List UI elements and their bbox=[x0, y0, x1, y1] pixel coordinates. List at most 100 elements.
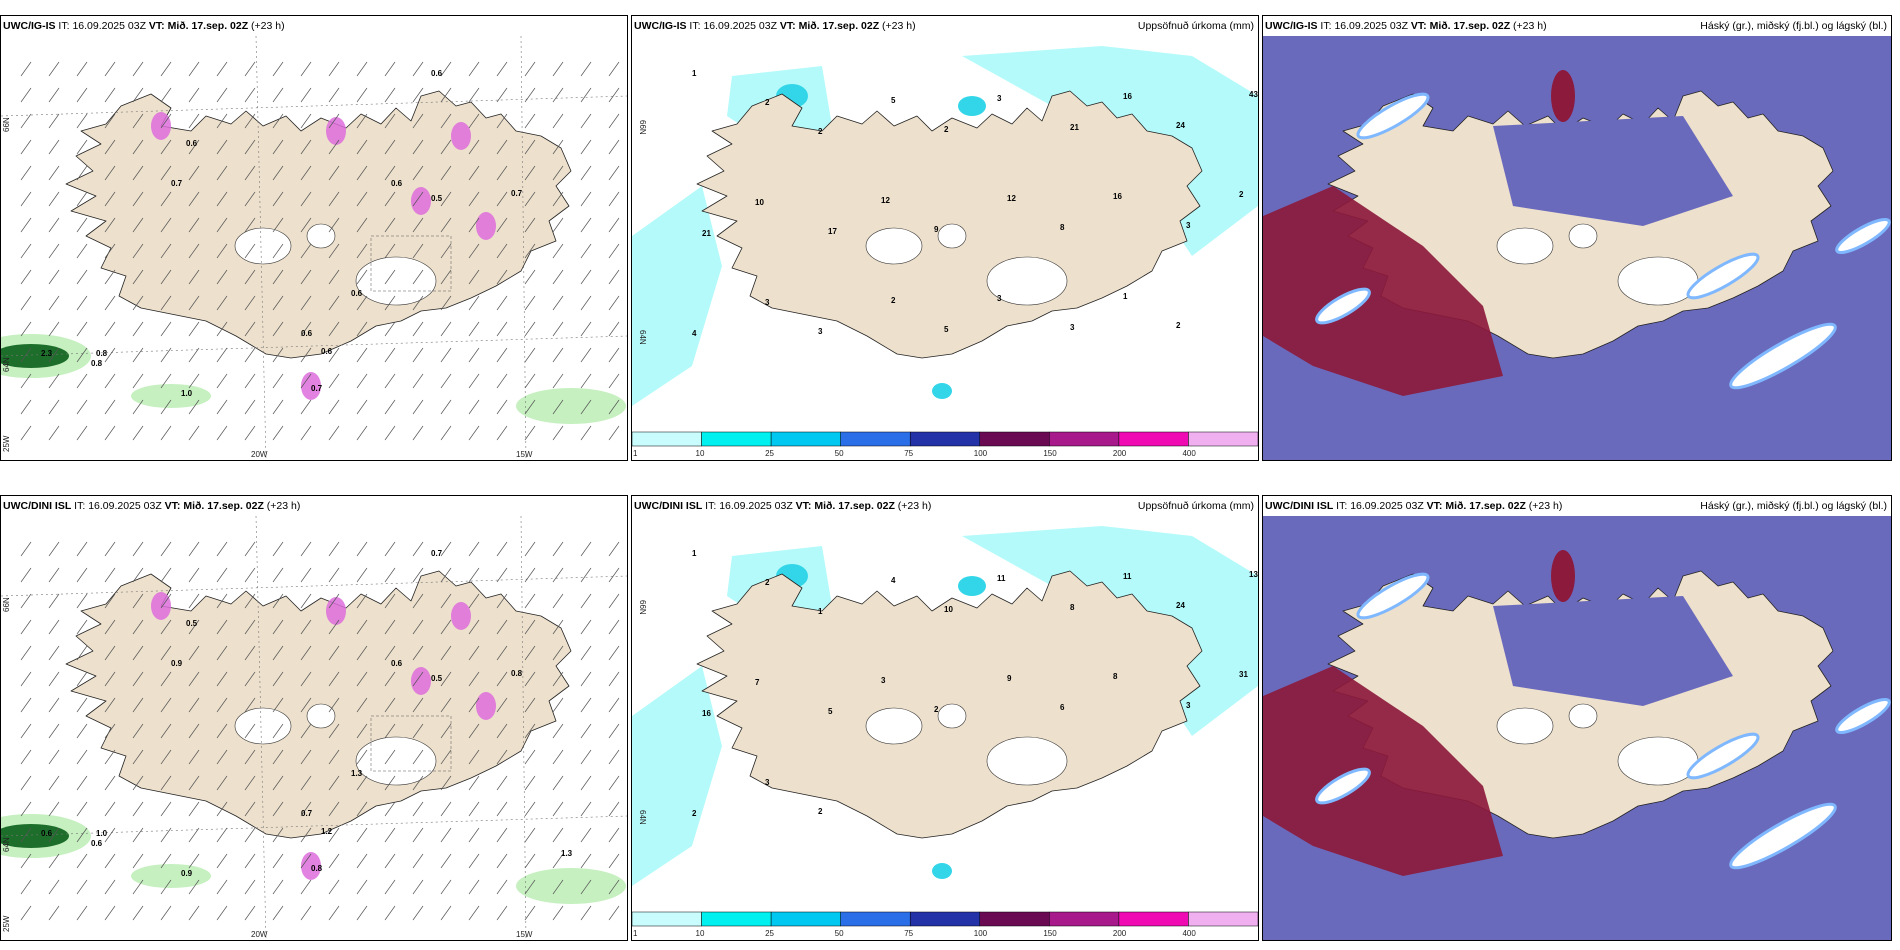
wind-barb bbox=[76, 87, 88, 103]
wind-barb bbox=[552, 671, 564, 687]
wind-barb bbox=[216, 723, 228, 739]
colorbar-swatch bbox=[909, 911, 981, 927]
wind-barb bbox=[440, 139, 452, 155]
wind-barb bbox=[524, 853, 536, 869]
wind-barb bbox=[20, 697, 32, 713]
wind-barb bbox=[552, 399, 564, 415]
colorbar-swatch bbox=[979, 911, 1050, 927]
wind-barb bbox=[356, 373, 368, 389]
wind-barb bbox=[76, 671, 88, 687]
wind-barb bbox=[160, 61, 172, 77]
wind-barb bbox=[580, 775, 592, 791]
wind-value: 0.7 bbox=[511, 189, 523, 198]
wind-barb bbox=[272, 567, 284, 583]
precip-value: 2 bbox=[934, 705, 939, 714]
wind-barb bbox=[552, 593, 564, 609]
wind-barb bbox=[104, 593, 116, 609]
wind-barb bbox=[76, 373, 88, 389]
wind-barb bbox=[384, 723, 396, 739]
wind-barb bbox=[356, 671, 368, 687]
wind-barb bbox=[160, 295, 172, 311]
wind-barb bbox=[608, 321, 620, 337]
wind-barb bbox=[608, 425, 620, 441]
wind-barb bbox=[104, 749, 116, 765]
wind-barb bbox=[272, 425, 284, 441]
valid-time: VT: Mið. 17.sep. 02Z bbox=[795, 500, 895, 512]
wind-barb bbox=[272, 853, 284, 869]
wind-barb bbox=[188, 645, 200, 661]
wind-barb bbox=[580, 321, 592, 337]
snow-area bbox=[476, 692, 496, 720]
wind-barb bbox=[440, 567, 452, 583]
wind-barb bbox=[552, 801, 564, 817]
wind-value: 1.3 bbox=[351, 769, 363, 778]
panel-wind-bottom: UWC/DINI ISL IT: 16.09.2025 03Z VT: Mið.… bbox=[0, 495, 628, 941]
wind-barb bbox=[300, 827, 312, 843]
wind-barb bbox=[356, 113, 368, 129]
wind-barb bbox=[76, 593, 88, 609]
wind-barb bbox=[412, 113, 424, 129]
wind-barb bbox=[104, 399, 116, 415]
wind-barb bbox=[384, 373, 396, 389]
wind-barb bbox=[468, 295, 480, 311]
wind-barb bbox=[580, 905, 592, 921]
wind-barb bbox=[412, 347, 424, 363]
wind-barb bbox=[440, 671, 452, 687]
wind-barb bbox=[608, 295, 620, 311]
wind-barb bbox=[76, 801, 88, 817]
wind-barb bbox=[552, 425, 564, 441]
wind-barb bbox=[496, 905, 508, 921]
precip-value: 12 bbox=[1007, 194, 1016, 203]
wind-barb bbox=[104, 139, 116, 155]
wind-barb bbox=[272, 269, 284, 285]
meridian-line bbox=[520, 36, 527, 460]
wind-barb bbox=[524, 113, 536, 129]
wind-barb bbox=[300, 373, 312, 389]
wind-barb bbox=[76, 113, 88, 129]
lat-tick: 64N bbox=[638, 810, 647, 825]
wind-barb bbox=[496, 87, 508, 103]
wind-barb bbox=[552, 905, 564, 921]
wind-barb bbox=[20, 541, 32, 557]
wind-barb bbox=[300, 139, 312, 155]
wind-barb bbox=[440, 243, 452, 259]
wind-barb bbox=[132, 217, 144, 233]
wind-barb bbox=[244, 697, 256, 713]
clear-sky-area bbox=[1356, 572, 1430, 620]
wind-barb bbox=[20, 165, 32, 181]
wind-barb bbox=[328, 425, 340, 441]
wind-barb bbox=[160, 399, 172, 415]
wind-barb bbox=[132, 347, 144, 363]
colorbar-tick: 25 bbox=[765, 929, 774, 938]
wind-barb bbox=[160, 671, 172, 687]
wind-barb bbox=[412, 619, 424, 635]
wind-barb bbox=[272, 61, 284, 77]
wind-barb bbox=[48, 619, 60, 635]
wind-barb bbox=[468, 671, 480, 687]
wind-barb bbox=[356, 827, 368, 843]
wind-barb bbox=[132, 905, 144, 921]
wind-barb bbox=[216, 827, 228, 843]
precip-value: 7 bbox=[755, 678, 760, 687]
wind-barb bbox=[244, 567, 256, 583]
wind-barb bbox=[216, 749, 228, 765]
wind-barb bbox=[328, 87, 340, 103]
wind-barb bbox=[580, 373, 592, 389]
wind-barb bbox=[384, 619, 396, 635]
lat-tick: 64N bbox=[2, 357, 11, 372]
lead-time: (+23 h) bbox=[1528, 500, 1563, 512]
wind-barb bbox=[440, 425, 452, 441]
clear-sky-area bbox=[1315, 287, 1371, 325]
wind-barb bbox=[104, 775, 116, 791]
wind-barb bbox=[188, 165, 200, 181]
colorbar-swatch bbox=[770, 431, 841, 447]
wind-barb bbox=[272, 801, 284, 817]
wind-barb bbox=[524, 749, 536, 765]
wind-barb bbox=[160, 593, 172, 609]
wind-barb bbox=[412, 723, 424, 739]
lon-tick: 20W bbox=[251, 450, 268, 459]
wind-barb bbox=[384, 905, 396, 921]
wind-barb bbox=[76, 749, 88, 765]
wind-barb bbox=[580, 61, 592, 77]
wind-barb bbox=[412, 567, 424, 583]
